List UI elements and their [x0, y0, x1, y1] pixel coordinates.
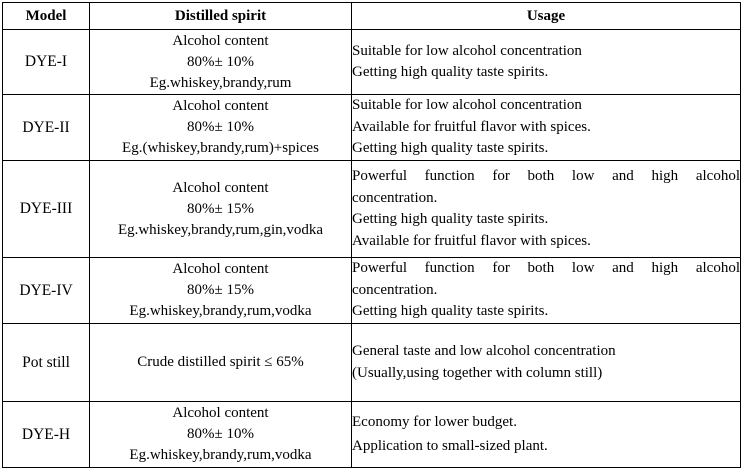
spirit-cell: Crude distilled spirit ≤ 65% [89, 323, 352, 402]
spirit-line: Alcohol content [172, 179, 269, 196]
spirit-line: 80%± 15% [187, 200, 254, 217]
header-row: Model Distilled spirit Usage [2, 2, 741, 30]
usage-line: concentration. [352, 281, 438, 298]
spirit-line: Alcohol content [172, 32, 269, 49]
spirit-line: Alcohol content [172, 261, 269, 277]
spirit-cell: Alcohol content 80%± 10% Eg.whiskey,bran… [89, 401, 352, 468]
usage-line: Suitable for low alcohol concentration [352, 42, 582, 59]
usage-cell: Powerful function for both low and high … [351, 257, 741, 324]
spirit-cell: Alcohol content 80%± 10% Eg.(whiskey,bra… [89, 94, 352, 161]
usage-line: Getting high quality taste spirits. [352, 303, 549, 320]
usage-line: concentration. [352, 189, 438, 206]
header-usage: Usage [351, 2, 741, 30]
usage-line: Economy for lower budget. [352, 414, 517, 430]
usage-cell: Suitable for low alcohol concentration G… [351, 29, 741, 95]
usage-cell: Powerful function for both low and high … [351, 160, 741, 258]
usage-line: Application to small-sized plant. [352, 437, 548, 454]
header-model: Model [2, 2, 90, 30]
usage-cell: Economy for lower budget. Application to… [351, 401, 741, 468]
spirit-models-table: Model Distilled spirit Usage DYE-I Alcoh… [2, 2, 741, 468]
table-row: DYE-H Alcohol content 80%± 10% Eg.whiske… [2, 401, 741, 468]
spirit-line: 80%± 15% [187, 282, 254, 298]
usage-line: Available for fruitful flavor with spice… [352, 232, 591, 249]
header-distilled-spirit: Distilled spirit [89, 2, 352, 30]
spirit-line: 80%± 10% [187, 119, 254, 135]
usage-cell: General taste and low alcohol concentrat… [351, 323, 741, 402]
spirit-line: Eg.whiskey,brandy,rum,gin,vodka [117, 221, 324, 238]
table-row: DYE-II Alcohol content 80%± 10% Eg.(whis… [2, 94, 741, 161]
table-row: DYE-III Alcohol content 80%± 15% Eg.whis… [2, 160, 741, 258]
usage-line: Available for fruitful flavor with spice… [352, 118, 591, 135]
table-row: Pot still Crude distilled spirit ≤ 65% G… [2, 323, 741, 402]
usage-line: General taste and low alcohol concentrat… [352, 343, 616, 359]
model-cell: DYE-II [2, 94, 90, 161]
usage-line: Powerful function for both low and high … [352, 260, 740, 277]
usage-line: Suitable for low alcohol concentration [352, 97, 582, 114]
usage-cell: Suitable for low alcohol concentration A… [351, 94, 741, 161]
model-cell: DYE-I [2, 29, 90, 95]
spirit-cell: Alcohol content 80%± 15% Eg.whiskey,bran… [89, 160, 352, 258]
spirit-line: Eg.whiskey,brandy,rum,vodka [129, 303, 312, 319]
spirit-line: Alcohol content [172, 405, 269, 421]
spirit-cell: Alcohol content 80%± 10% Eg.whiskey,bran… [89, 29, 352, 95]
spirit-line: Eg.(whiskey,brandy,rum)+spices [122, 140, 319, 156]
spirit-line: Eg.whiskey,brandy,rum [149, 74, 292, 91]
usage-line: Getting high quality taste spirits. [352, 140, 549, 157]
model-cell: Pot still [2, 323, 90, 402]
table-row: DYE-I Alcohol content 80%± 10% Eg.whiske… [2, 29, 741, 95]
model-cell: DYE-III [2, 160, 90, 258]
usage-line: Getting high quality taste spirits. [352, 211, 549, 227]
model-cell: DYE-H [2, 401, 90, 468]
spirit-line: Alcohol content [172, 98, 269, 114]
spirit-line: 80%± 10% [187, 53, 254, 70]
spirit-line: Eg.whiskey,brandy,rum,vodka [129, 447, 312, 463]
spirit-line: Crude distilled spirit ≤ 65% [137, 354, 304, 370]
usage-line: Powerful function for both low and high … [352, 168, 740, 184]
model-cell: DYE-IV [2, 257, 90, 324]
usage-line: (Usually,using together with column stil… [352, 364, 603, 381]
spirit-line: 80%± 10% [187, 426, 254, 442]
table-row: DYE-IV Alcohol content 80%± 15% Eg.whisk… [2, 257, 741, 324]
spirit-cell: Alcohol content 80%± 15% Eg.whiskey,bran… [89, 257, 352, 324]
usage-line: Getting high quality taste spirits. [352, 64, 549, 80]
